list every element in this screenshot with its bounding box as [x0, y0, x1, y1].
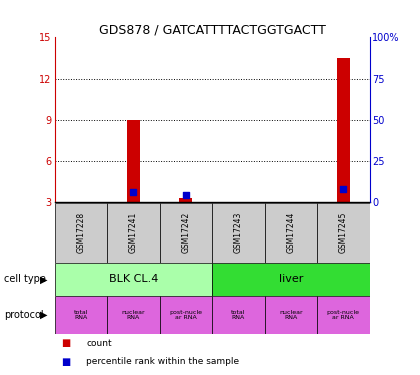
Bar	[212, 262, 370, 296]
Text: percentile rank within the sample: percentile rank within the sample	[86, 357, 239, 366]
Text: total
RNA: total RNA	[231, 310, 246, 320]
Text: ■: ■	[61, 357, 70, 367]
Bar	[127, 120, 140, 202]
Text: BLK CL.4: BLK CL.4	[109, 274, 158, 284]
Text: GSM17241: GSM17241	[129, 212, 138, 253]
Text: post-nucle
ar RNA: post-nucle ar RNA	[327, 310, 360, 320]
Text: count: count	[86, 339, 112, 348]
Text: ▶: ▶	[40, 274, 48, 284]
Text: nuclear
RNA: nuclear RNA	[121, 310, 145, 320]
Bar	[317, 296, 370, 334]
Text: GSM17228: GSM17228	[76, 212, 85, 253]
Text: GSM17243: GSM17243	[234, 212, 243, 253]
Text: liver: liver	[278, 274, 303, 284]
Bar	[107, 202, 160, 262]
Text: GSM17242: GSM17242	[181, 212, 190, 253]
Text: ■: ■	[61, 338, 70, 348]
Text: protocol: protocol	[4, 310, 44, 320]
Bar	[212, 202, 265, 262]
Bar	[160, 296, 212, 334]
Bar	[55, 202, 107, 262]
Bar	[55, 262, 212, 296]
Text: ▶: ▶	[40, 310, 48, 320]
Text: post-nucle
ar RNA: post-nucle ar RNA	[169, 310, 202, 320]
Bar	[107, 296, 160, 334]
Text: nuclear
RNA: nuclear RNA	[279, 310, 303, 320]
Text: cell type: cell type	[4, 274, 46, 284]
Bar	[265, 296, 317, 334]
Bar	[337, 58, 350, 202]
Bar	[265, 202, 317, 262]
Bar	[317, 202, 370, 262]
Point	[182, 192, 189, 198]
Bar	[160, 202, 212, 262]
Point	[340, 186, 347, 192]
Bar	[55, 296, 107, 334]
Title: GDS878 / GATCATTTTACTGGTGACTT: GDS878 / GATCATTTTACTGGTGACTT	[99, 23, 326, 36]
Bar	[179, 198, 192, 202]
Point	[130, 189, 137, 195]
Bar	[212, 296, 265, 334]
Text: total
RNA: total RNA	[74, 310, 88, 320]
Text: GSM17244: GSM17244	[286, 212, 295, 253]
Text: GSM17245: GSM17245	[339, 212, 348, 253]
